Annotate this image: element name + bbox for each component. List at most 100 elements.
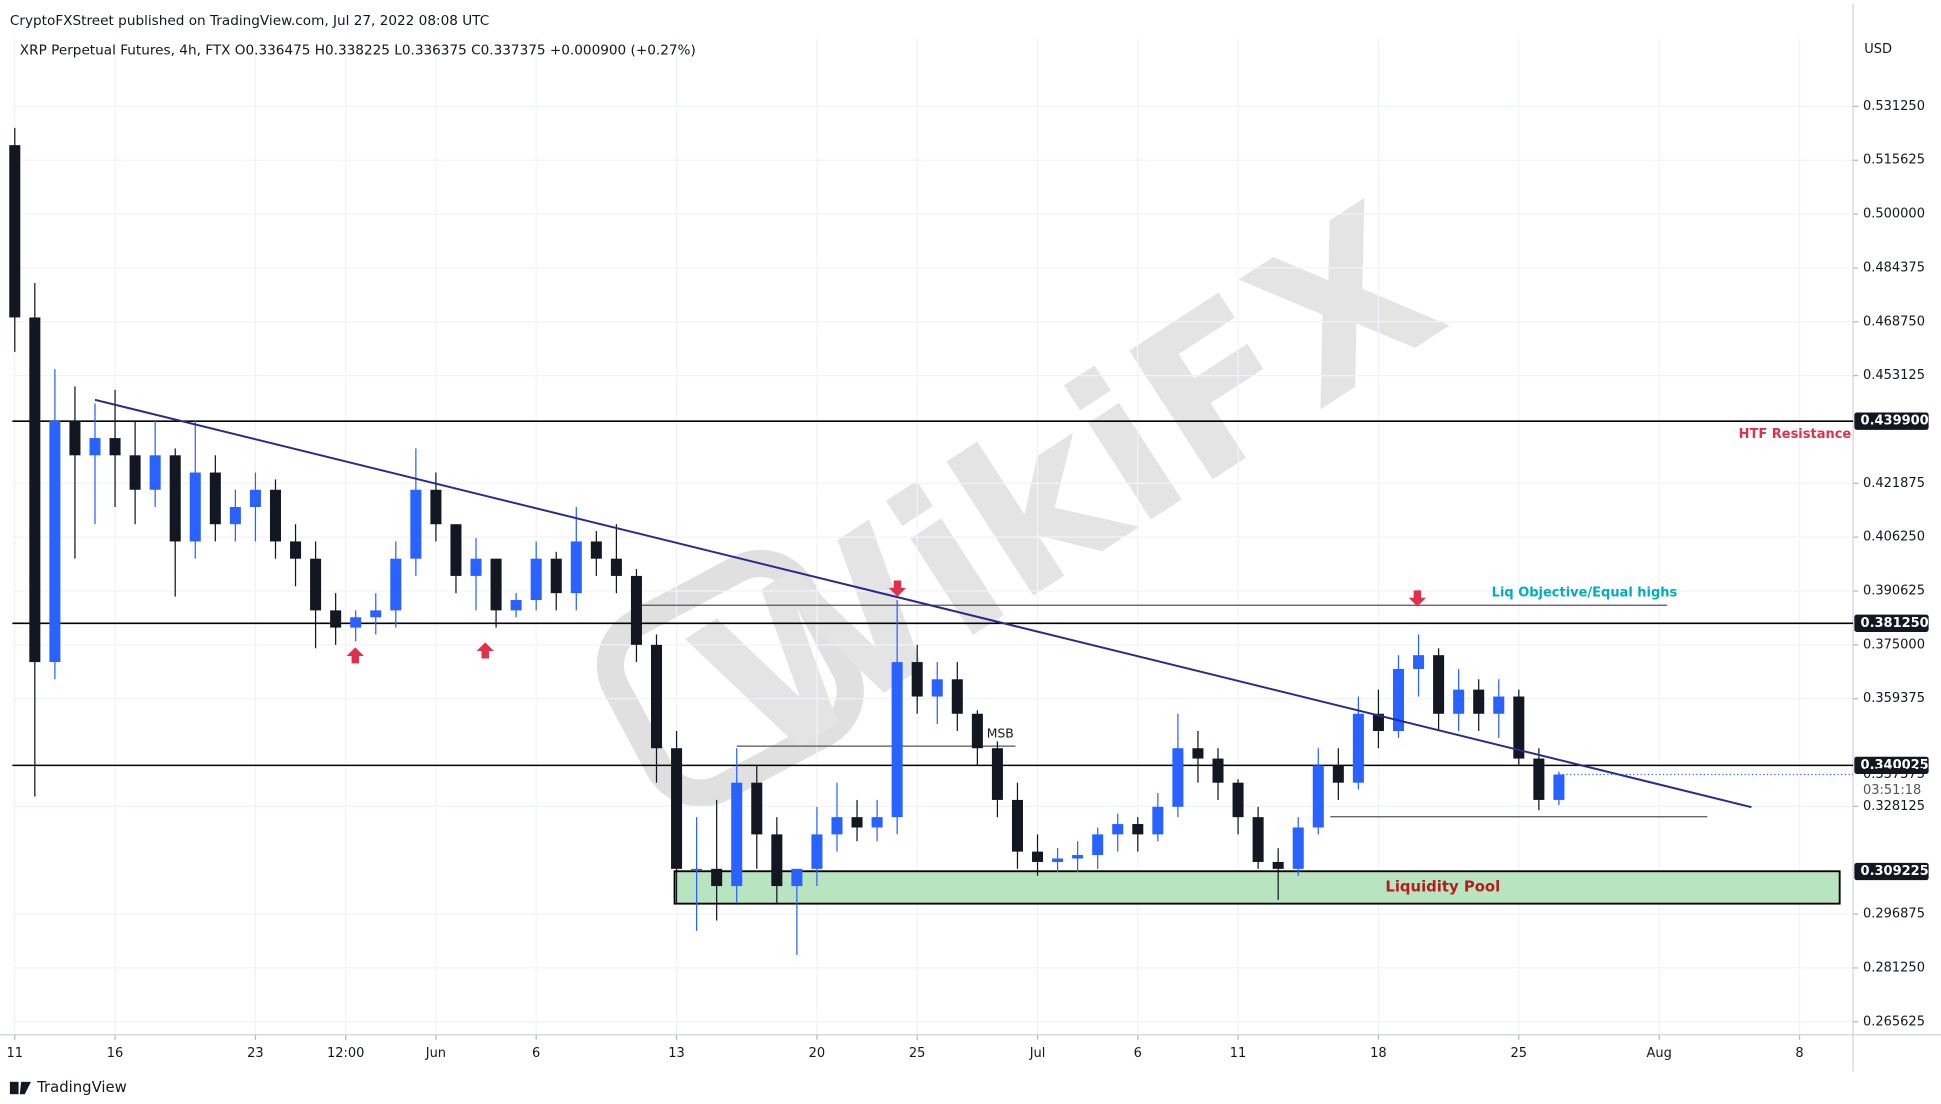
y-tick-label: 0.390625: [1863, 583, 1925, 598]
candle-body: [450, 524, 462, 576]
candle-body: [169, 455, 181, 542]
candle-body: [871, 817, 883, 828]
candle-body: [1052, 858, 1064, 862]
y-tick-label: 0.296875: [1863, 907, 1925, 922]
candle-body: [129, 455, 141, 490]
candle-body: [671, 748, 683, 869]
annotation: MSB: [987, 726, 1014, 740]
candle-body: [490, 558, 502, 611]
x-tick-label: 6: [1134, 1046, 1142, 1061]
x-tick-label: 11: [7, 1046, 24, 1061]
x-tick-label: 25: [909, 1046, 926, 1061]
candle-body: [89, 438, 101, 456]
candle-body: [1232, 782, 1244, 818]
candle-body: [49, 420, 61, 663]
candle-body: [630, 575, 642, 645]
candle-body: [350, 617, 362, 628]
candle-body: [510, 600, 522, 611]
y-tick-label: 0.453125: [1863, 368, 1925, 383]
y-tick-label: 0.421875: [1863, 476, 1925, 491]
y-tick-label: 0.328125: [1863, 799, 1925, 814]
candle-body: [530, 558, 542, 601]
candle-body: [209, 472, 221, 525]
candle-body: [711, 868, 723, 887]
x-tick-label: Jul: [1029, 1046, 1046, 1061]
x-tick-label: Jun: [425, 1046, 446, 1061]
candle-body: [590, 541, 602, 559]
candle-body: [470, 558, 482, 576]
publisher: CryptoFXStreet published on TradingView.…: [10, 13, 489, 29]
candle-body: [1252, 817, 1264, 862]
x-tick-label: 6: [532, 1046, 540, 1061]
candle-body: [330, 610, 342, 628]
candle-body: [550, 558, 562, 594]
candle-body: [1312, 765, 1324, 828]
candle-body: [1092, 834, 1104, 856]
candle-body: [1112, 824, 1124, 835]
level-label-box: [1854, 412, 1929, 430]
y-tick-label: 0.265625: [1863, 1014, 1925, 1029]
candle-body: [771, 834, 783, 887]
up-arrow: [346, 647, 364, 664]
candle-body: [891, 662, 903, 818]
candle-body: [1132, 824, 1144, 835]
x-tick-label: 25: [1511, 1046, 1528, 1061]
y-tick-label: 0.359375: [1863, 691, 1925, 706]
annotation: HTF Resistance: [1739, 427, 1852, 442]
down-arrow: [1408, 590, 1427, 607]
candle-body: [370, 610, 382, 618]
brand: TradingView: [36, 1078, 127, 1096]
candle-body: [1172, 748, 1184, 807]
candle-body: [249, 489, 261, 507]
candle-body: [1553, 774, 1565, 800]
candle-body: [731, 782, 743, 887]
candle-body: [751, 782, 763, 835]
candle-body: [149, 455, 161, 490]
level-label: 0.381250: [1861, 616, 1929, 631]
arrows: [346, 580, 1427, 664]
y-tick-label: 0.484375: [1863, 260, 1925, 275]
candle-body: [269, 489, 281, 542]
candle-body: [811, 834, 823, 869]
candle-body: [310, 558, 322, 611]
x-tick-label: 11: [1230, 1046, 1247, 1061]
candle-body: [430, 489, 442, 525]
zone-label: Liquidity Pool: [1385, 877, 1500, 895]
candle-body: [791, 868, 803, 887]
annotation: Liq Objective/Equal highs: [1492, 585, 1678, 600]
candle-body: [1372, 713, 1384, 731]
candle-body: [831, 817, 843, 835]
candle-body: [1533, 758, 1545, 800]
x-tick-label: 18: [1370, 1046, 1387, 1061]
logo-part: [19, 1081, 31, 1095]
candle-body: [851, 817, 863, 828]
candle-body: [1072, 855, 1084, 859]
down-arrow: [888, 580, 907, 597]
candle-body: [1032, 851, 1044, 862]
level-label-box: [1854, 614, 1929, 632]
candle-body: [410, 489, 422, 559]
candle-body: [69, 420, 81, 456]
candle-body: [931, 679, 943, 697]
symbol-line: XRP Perpetual Futures, 4h, FTX O0.336475…: [20, 43, 696, 59]
candle-body: [290, 541, 302, 559]
currency: USD: [1864, 42, 1892, 57]
footer-logo: [9, 1081, 31, 1095]
candle-body: [1332, 765, 1344, 783]
candle-body: [1453, 689, 1465, 714]
candle-body: [1192, 748, 1204, 759]
candle-body: [1493, 696, 1505, 714]
x-tick-label: 16: [107, 1046, 124, 1061]
countdown: 03:51:18: [1863, 783, 1921, 798]
candle-body: [189, 472, 201, 542]
y-tick-label: 0.468750: [1863, 314, 1925, 329]
y-tick-label: 0.406250: [1863, 530, 1925, 545]
y-tick-label: 0.281250: [1863, 960, 1925, 975]
candle-body: [1152, 806, 1164, 835]
candle-body: [691, 868, 703, 871]
candle-body: [1212, 758, 1224, 783]
candle-body: [570, 541, 582, 594]
x-tick-label: Aug: [1647, 1046, 1672, 1061]
